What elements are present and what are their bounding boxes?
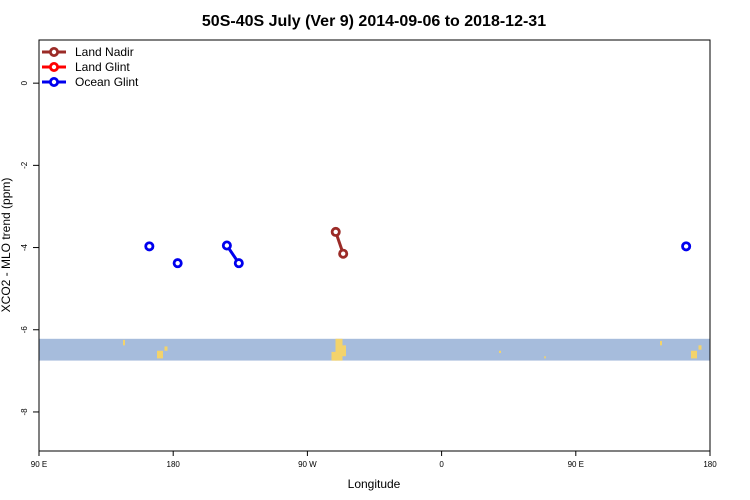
land-mass <box>164 346 168 351</box>
x-tick-label: 180 <box>703 460 717 469</box>
land-mass <box>342 345 346 357</box>
x-axis: 90 E 180 90 W 0 90 E 180 <box>31 451 717 469</box>
y-tick-label: -4 <box>20 243 29 251</box>
y-tick-label: -8 <box>20 408 29 416</box>
x-tick-label: 90 W <box>298 460 317 469</box>
data-point <box>338 248 349 259</box>
legend-marker <box>49 47 60 58</box>
land-mass <box>698 345 702 350</box>
data-point <box>221 240 232 251</box>
map-strip <box>39 338 710 361</box>
legend-label: Land Glint <box>75 60 130 74</box>
land-mass <box>331 351 337 361</box>
land-mass <box>123 339 125 346</box>
data-point <box>681 241 692 252</box>
y-tick-label: -2 <box>20 161 29 169</box>
legend-label: Ocean Glint <box>75 75 139 89</box>
land-mass <box>691 350 697 359</box>
chart-title: 50S-40S July (Ver 9) 2014-09-06 to 2018-… <box>202 13 546 30</box>
x-tick-label: 0 <box>439 460 444 469</box>
land-mass <box>499 350 501 353</box>
data-point <box>330 226 341 237</box>
data-point <box>233 258 244 269</box>
y-tick-label: 0 <box>20 80 29 85</box>
x-tick-label: 180 <box>167 460 181 469</box>
land-mass <box>544 356 546 359</box>
legend-marker <box>49 77 60 88</box>
x-tick-label: 90 E <box>31 460 47 469</box>
y-axis: 0 -2 -4 -6 -8 <box>20 80 39 416</box>
land-mass <box>157 350 163 359</box>
y-axis-label: XCO2 - MLO trend (ppm) <box>0 178 13 313</box>
x-axis-label: Longitude <box>348 477 401 491</box>
x-tick-label: 90 E <box>568 460 584 469</box>
legend-marker <box>49 62 60 73</box>
series-layer <box>144 226 692 269</box>
data-point <box>144 241 155 252</box>
land-mass <box>335 338 343 361</box>
y-tick-label: -6 <box>20 326 29 334</box>
land-mass <box>660 340 662 346</box>
ocean-band <box>39 338 710 361</box>
plot-frame <box>38 39 711 452</box>
data-point <box>172 258 183 269</box>
legend-label: Land Nadir <box>75 45 134 59</box>
